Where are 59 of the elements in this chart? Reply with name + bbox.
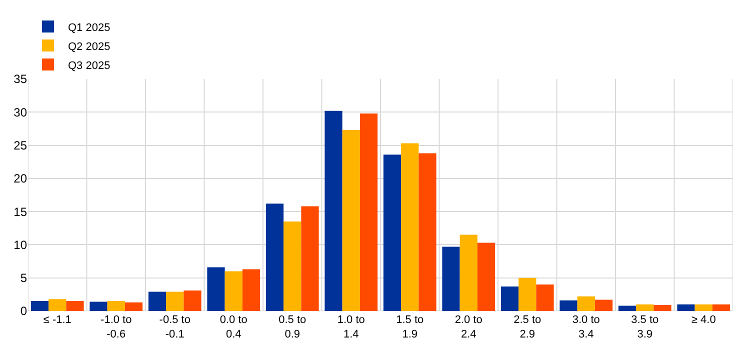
x-tick-label: 3.0 to 3.4 [572,314,600,340]
bar [418,153,436,311]
y-tick-label: 20 [14,172,28,186]
bar [677,304,695,311]
bar [577,296,595,311]
bar [166,292,184,311]
bar [107,301,125,311]
y-tick-label: 25 [14,138,28,152]
bar [654,305,672,311]
bar [342,130,360,311]
bar [324,110,342,311]
bar [148,292,166,311]
bar [207,267,225,311]
bar [242,269,260,311]
y-tick-label: 0 [20,304,28,318]
legend-label: Q3 2025 [68,60,110,72]
x-tick-label: 2.0 to 2.4 [454,314,482,340]
bar [383,154,402,311]
bar [618,306,636,311]
y-tick-label: 5 [20,271,28,286]
x-tick-label: ≤ -1.1 [43,314,72,326]
bar [712,304,730,311]
bar [636,304,654,311]
x-tick-label: 3.5 to 3.9 [631,314,659,340]
bar [224,271,242,311]
x-tick-label: 0.0 to 0.4 [220,314,248,340]
bar [184,290,202,311]
bar [48,299,66,311]
bar [536,284,554,311]
bar [266,204,284,311]
bar [90,302,108,311]
bar [594,300,613,311]
y-tick-label: 30 [14,105,28,120]
bar [124,302,143,311]
bar [518,278,536,311]
bar [30,301,49,311]
bar [477,242,496,311]
x-tick-label: 1.5 to 1.9 [396,314,424,340]
y-tick-label: 15 [14,204,28,219]
bar [301,206,319,311]
legend-label: Q2 2025 [68,40,110,53]
bar [442,246,460,311]
x-tick-label: -1.0 to -0.6 [100,314,132,340]
bar [460,234,478,311]
x-tick-label: -0.5 to -0.1 [159,314,190,340]
x-tick-label: 2.5 to 2.9 [514,314,542,340]
bar [66,301,84,311]
bar [500,286,519,311]
x-tick-label: ≥ 4.0 [691,314,716,326]
y-tick-label: 10 [14,238,28,252]
y-tick-label: 35 [14,72,28,86]
x-tick-label: 1.0 to 1.4 [337,314,365,340]
bar [560,300,578,311]
legend-label: Q1 2025 [68,22,110,34]
bar [694,304,712,311]
bar [401,143,419,311]
x-tick-label: 0.5 to 0.9 [278,314,306,340]
bar [284,222,302,311]
bar [360,113,378,311]
